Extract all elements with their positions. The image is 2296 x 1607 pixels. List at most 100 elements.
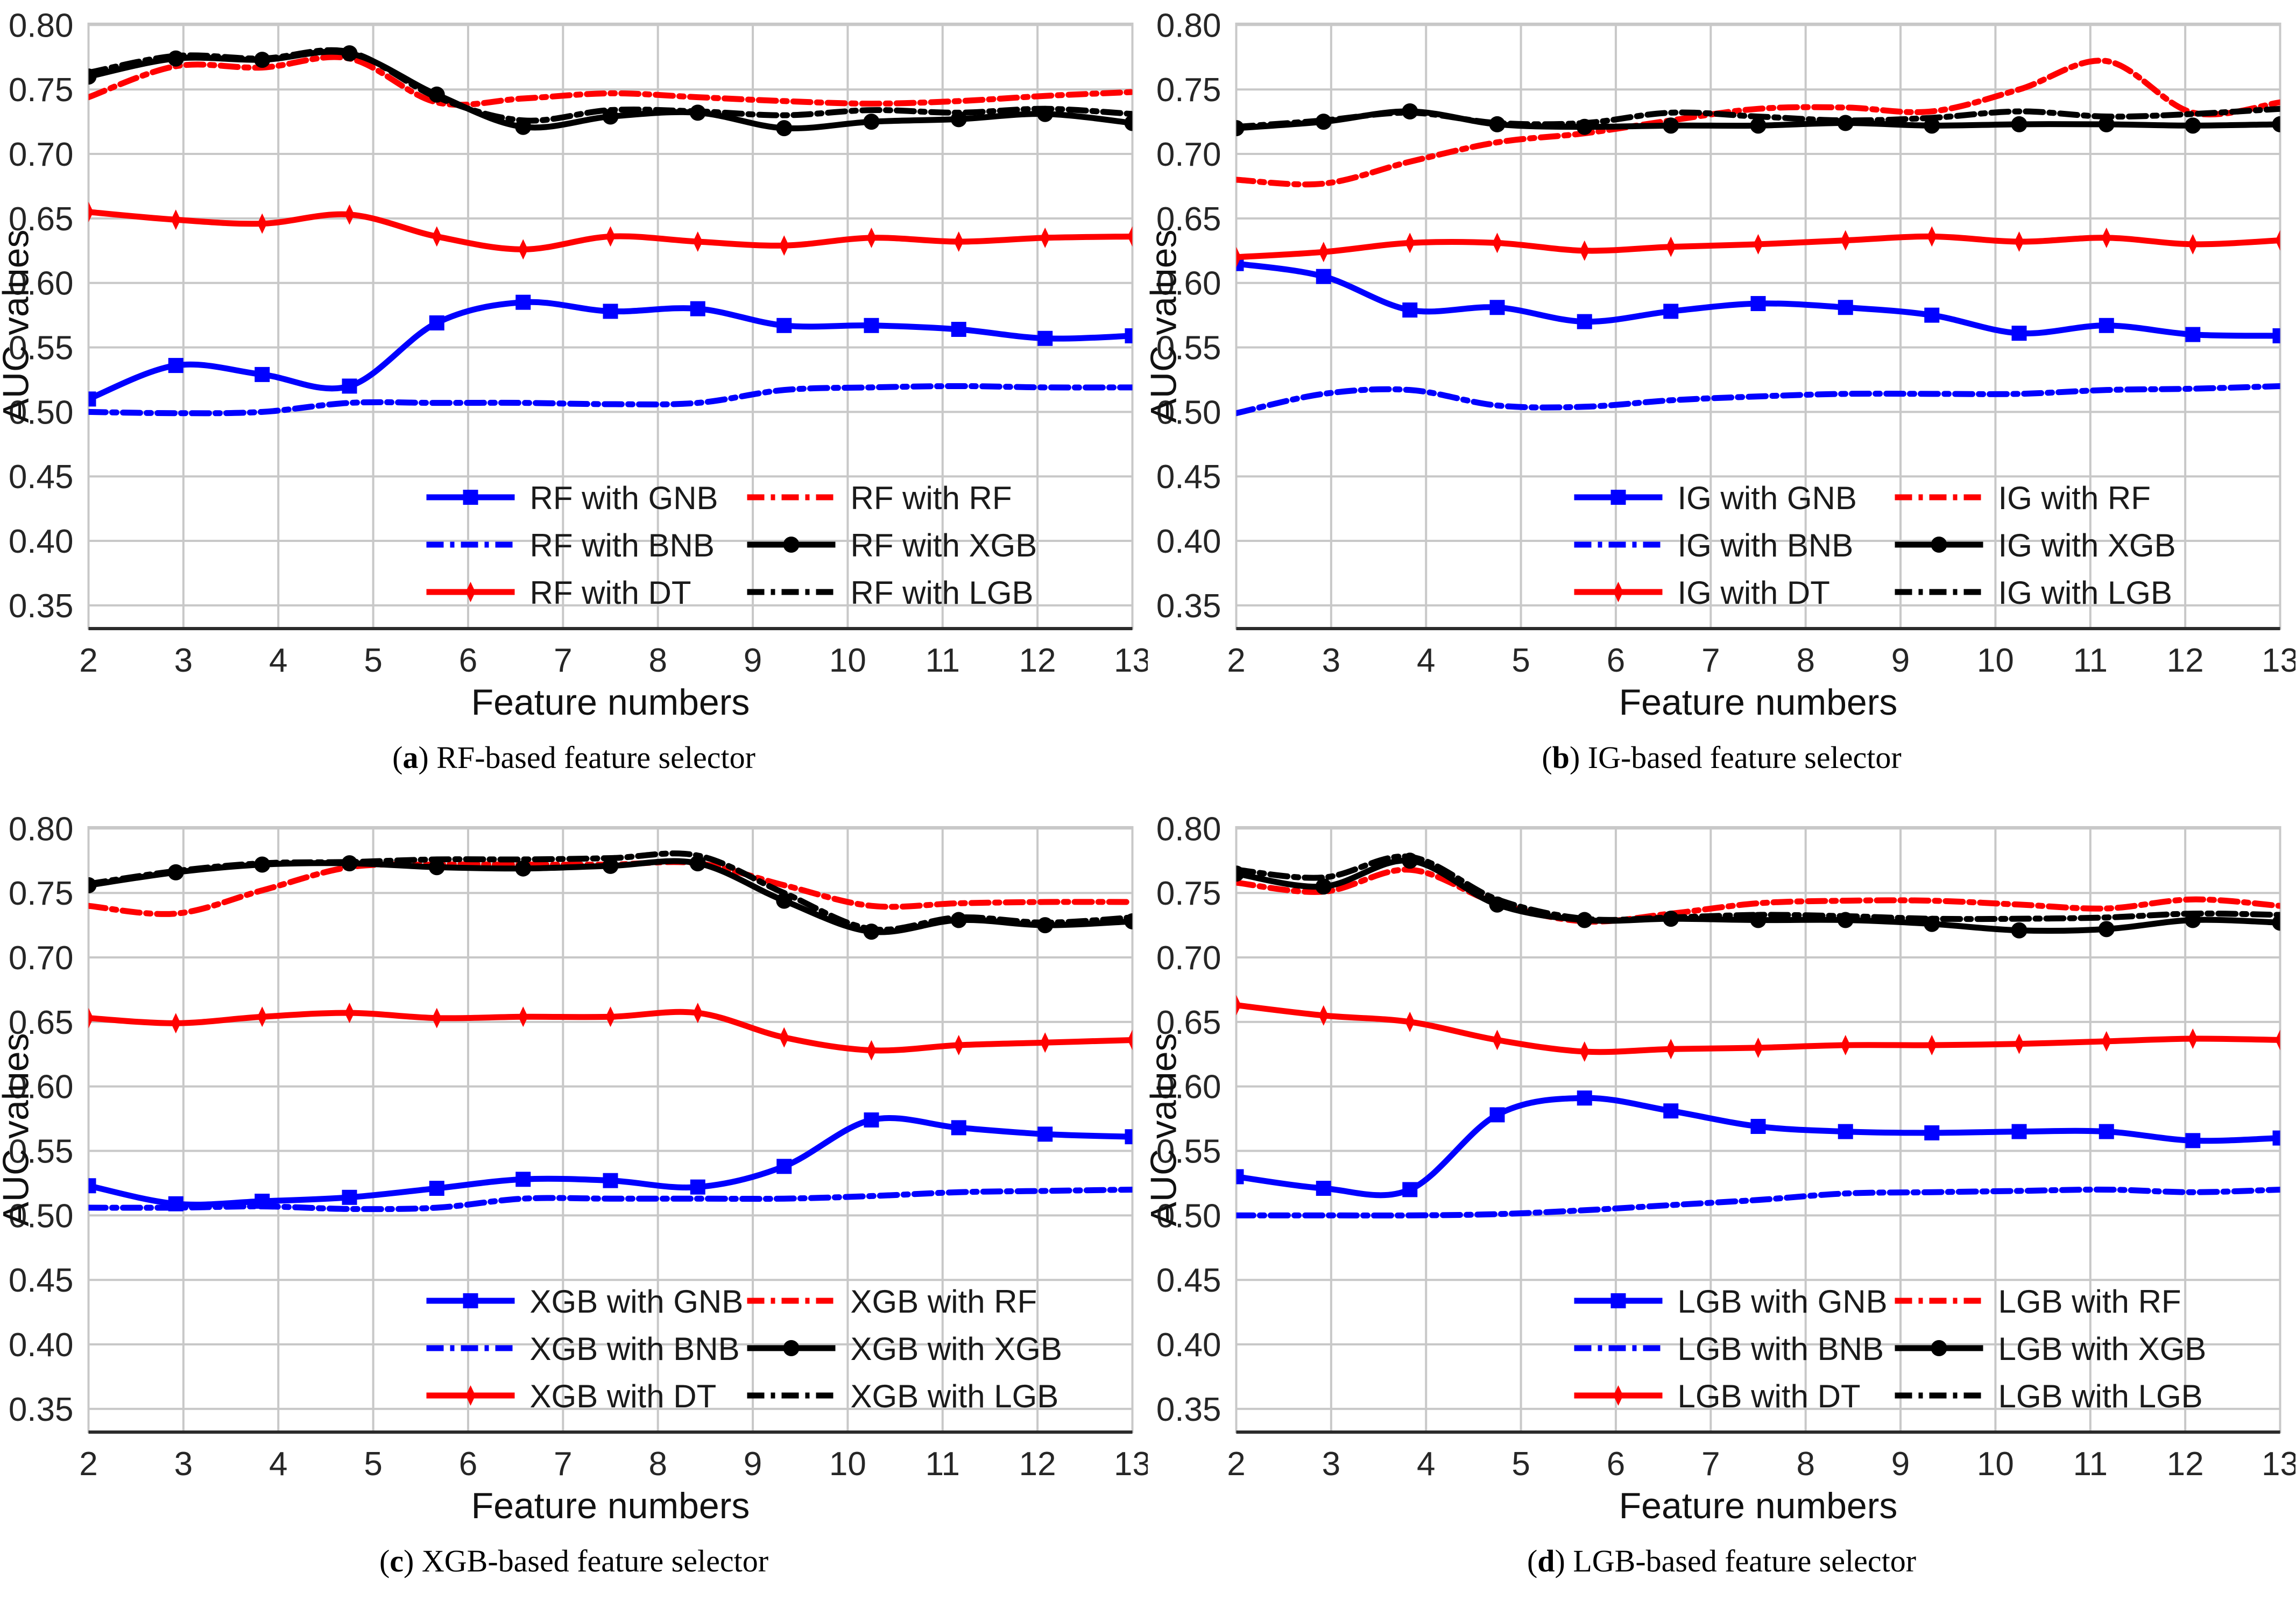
legend: XGB with GNB XGB with BNB XGB with DT XGB w… [426, 1284, 1062, 1414]
caption-c-letter: c [390, 1543, 404, 1578]
caption-a: (a) RF-based feature selector [0, 739, 1148, 776]
caption-c-open: ( [379, 1543, 390, 1578]
legend-label-ig-with-xgb: IG with XGB [1998, 527, 2176, 563]
marker-circle [1402, 103, 1418, 119]
marker-square [1924, 1125, 1940, 1140]
y-tick-0.45: 0.45 [1156, 1262, 1221, 1299]
x-tick-8: 8 [1796, 1446, 1814, 1483]
marker-circle [515, 860, 532, 877]
marker-diamond [1579, 1041, 1589, 1062]
y-tick-0.70: 0.70 [1156, 940, 1221, 977]
marker-square [690, 1179, 705, 1195]
series-line-lgb-with-gnb [1236, 1095, 2280, 1199]
legend-label-lgb-with-xgb: LGB with XGB [1998, 1331, 2207, 1367]
marker-circle [776, 892, 793, 909]
marker-diamond [779, 235, 789, 256]
subplot-a: 0.35 0.40 0.45 0.50 0.55 0.60 0.65 0.70 0.75 0.80… [0, 0, 1148, 804]
y-tick-labels: 0.35 0.40 0.45 0.50 0.55 0.60 0.65 0.70 0.75 0.80 [9, 810, 74, 1428]
legend-marker-square [1610, 1293, 1626, 1308]
legend-marker-diamond [465, 1385, 476, 1406]
marker-square [603, 304, 618, 319]
y-tick-0.80: 0.80 [9, 810, 74, 848]
marker-circle [1315, 114, 1332, 130]
plot-d: 0.35 0.40 0.45 0.50 0.55 0.60 0.65 0.70 0.75 0.80… [1148, 810, 2295, 1526]
marker-diamond [779, 1027, 789, 1048]
chart-b-canvas: 0.35 0.40 0.45 0.50 0.55 0.60 0.65 0.70 0.75 0.80… [1148, 7, 2295, 723]
subplot-c: 0.35 0.40 0.45 0.50 0.55 0.60 0.65 0.70 0.75 0.80… [0, 804, 1148, 1607]
series-markers-lgb-with-xgb [1236, 852, 2280, 939]
marker-square [1316, 1181, 1331, 1196]
x-tick-2: 2 [79, 1446, 97, 1483]
x-tick-6: 6 [459, 1446, 477, 1483]
chart-d-canvas: 0.35 0.40 0.45 0.50 0.55 0.60 0.65 0.70 0.75 0.80… [1148, 810, 2295, 1526]
marker-square [603, 1173, 618, 1188]
series-markers-rf-with-dt [88, 201, 1133, 260]
y-tick-0.45: 0.45 [1156, 459, 1221, 496]
marker-circle [2011, 116, 2027, 132]
chart-c-canvas: 0.35 0.40 0.45 0.50 0.55 0.60 0.65 0.70 0.75 0.80… [0, 810, 1148, 1526]
series-line-lgb-with-bnb [1236, 1186, 2280, 1219]
marker-square [776, 318, 792, 333]
y-tick-0.60: 0.60 [1156, 265, 1221, 302]
x-tick-11: 11 [2073, 642, 2108, 679]
legend-label-rf-with-bnb: RF with BNB [530, 527, 715, 563]
marker-square [2272, 1130, 2280, 1146]
marker-square [515, 294, 531, 310]
marker-square [2011, 326, 2027, 341]
legend: LGB with GNB LGB with BNB LGB with DT LGB w… [1574, 1284, 2207, 1414]
series-group [1236, 852, 2280, 1219]
y-tick-0.75: 0.75 [1156, 72, 1221, 109]
marker-circle [1236, 120, 1245, 137]
marker-square [342, 378, 357, 394]
y-tick-0.40: 0.40 [9, 1327, 74, 1364]
marker-diamond [953, 231, 964, 252]
marker-diamond [1236, 246, 1241, 267]
legend-marker-circle [783, 537, 800, 553]
subplot-b: 0.35 0.40 0.45 0.50 0.55 0.60 0.65 0.70 0.75 0.80… [1148, 0, 2295, 804]
marker-circle [2098, 116, 2115, 132]
y-tick-0.35: 0.35 [1156, 588, 1221, 625]
marker-diamond [866, 227, 877, 248]
x-axis-label: Feature numbers [1619, 1485, 1898, 1526]
marker-square [776, 1159, 792, 1174]
x-tick-5: 5 [1511, 642, 1530, 679]
x-tick-13: 13 [2262, 1446, 2295, 1483]
marker-square [88, 1178, 96, 1194]
y-tick-0.70: 0.70 [9, 940, 74, 977]
marker-square [1037, 330, 1053, 346]
x-tick-5: 5 [364, 1446, 382, 1483]
y-tick-0.55: 0.55 [9, 1133, 74, 1171]
marker-square [951, 1120, 966, 1136]
caption-a-open: ( [392, 740, 403, 775]
y-tick-labels: 0.35 0.40 0.45 0.50 0.55 0.60 0.65 0.70 0.75 0.80 [1156, 810, 1221, 1428]
legend-label-rf-with-rf: RF with RF [851, 480, 1012, 516]
y-tick-0.55: 0.55 [1156, 1133, 1221, 1171]
marker-square [2099, 318, 2114, 333]
caption-b-close: ) [1569, 740, 1588, 775]
y-tick-0.80: 0.80 [1156, 810, 1221, 848]
marker-diamond [518, 239, 528, 260]
x-tick-7: 7 [1701, 642, 1720, 679]
marker-square [2011, 1124, 2027, 1139]
x-tick-11: 11 [2073, 1446, 2108, 1483]
caption-a-text: RF-based feature selector [436, 740, 755, 775]
caption-d-close: ) [1555, 1543, 1573, 1578]
legend-marker-square [463, 1293, 478, 1308]
y-tick-0.50: 0.50 [1156, 394, 1221, 431]
x-tick-9: 9 [744, 642, 762, 679]
x-axis-label: Feature numbers [471, 682, 750, 723]
marker-square [864, 318, 879, 333]
y-tick-0.35: 0.35 [1156, 1391, 1221, 1428]
marker-square [2185, 327, 2201, 342]
x-tick-10: 10 [829, 642, 866, 679]
caption-b-text: IG-based feature selector [1587, 740, 1902, 775]
subplot-d: 0.35 0.40 0.45 0.50 0.55 0.60 0.65 0.70 0.75 0.80… [1148, 804, 2295, 1607]
series-markers-xgb-with-dt [88, 1003, 1133, 1061]
legend: RF with GNB RF with BNB RF with DT RF with … [426, 480, 1037, 611]
x-tick-3: 3 [1322, 642, 1340, 679]
marker-square [1663, 304, 1679, 319]
x-tick-labels: 2 3 4 5 6 7 8 9 10 11 12 13 [1227, 1446, 2295, 1483]
plot-c: 0.35 0.40 0.45 0.50 0.55 0.60 0.65 0.70 0.75 0.80… [0, 810, 1148, 1526]
marker-diamond [1040, 1032, 1050, 1053]
y-tick-0.70: 0.70 [1156, 136, 1221, 173]
